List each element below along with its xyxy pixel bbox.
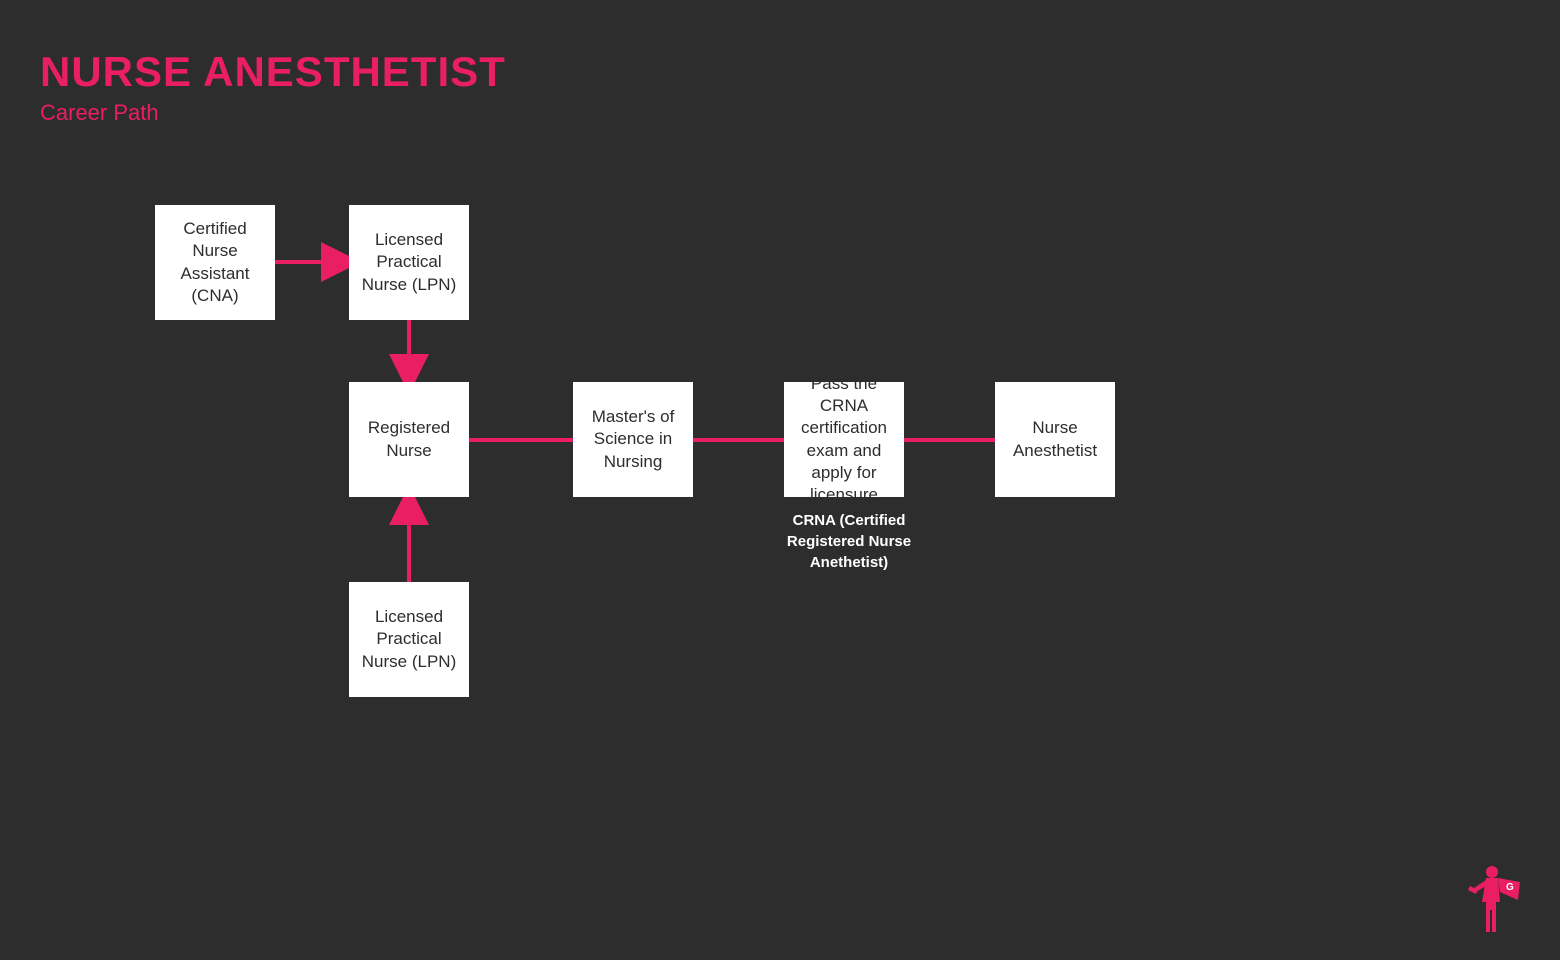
node-label: Pass the CRNA certification exam and app… xyxy=(792,373,896,506)
node-label: Nurse Anesthetist xyxy=(1003,417,1107,461)
flowchart-annotation-crna_note: CRNA (Certified Registered Nurse Anethet… xyxy=(784,510,914,573)
flowchart-node-crna_exam: Pass the CRNA certification exam and app… xyxy=(784,382,904,497)
flowchart-node-lpn_bottom: Licensed Practical Nurse (LPN) xyxy=(349,582,469,697)
flowchart-node-msn: Master's of Science in Nursing xyxy=(573,382,693,497)
node-label: Registered Nurse xyxy=(357,417,461,461)
page-subtitle: Career Path xyxy=(40,100,159,126)
flowchart-node-lpn_top: Licensed Practical Nurse (LPN) xyxy=(349,205,469,320)
node-label: Licensed Practical Nurse (LPN) xyxy=(357,606,461,672)
annotation-text: CRNA (Certified Registered Nurse Anethet… xyxy=(787,512,911,571)
node-label: Licensed Practical Nurse (LPN) xyxy=(357,229,461,295)
page-title: NURSE ANESTHETIST xyxy=(40,48,506,96)
flowchart-node-na: Nurse Anesthetist xyxy=(995,382,1115,497)
logo-letter: G xyxy=(1506,882,1514,893)
flowchart-connectors xyxy=(0,0,1560,960)
flowchart-node-rn: Registered Nurse xyxy=(349,382,469,497)
node-label: Master's of Science in Nursing xyxy=(581,406,685,472)
brand-logo: G xyxy=(1460,860,1530,940)
node-label: Certified Nurse Assistant (CNA) xyxy=(163,218,267,306)
flowchart-node-cna: Certified Nurse Assistant (CNA) xyxy=(155,205,275,320)
